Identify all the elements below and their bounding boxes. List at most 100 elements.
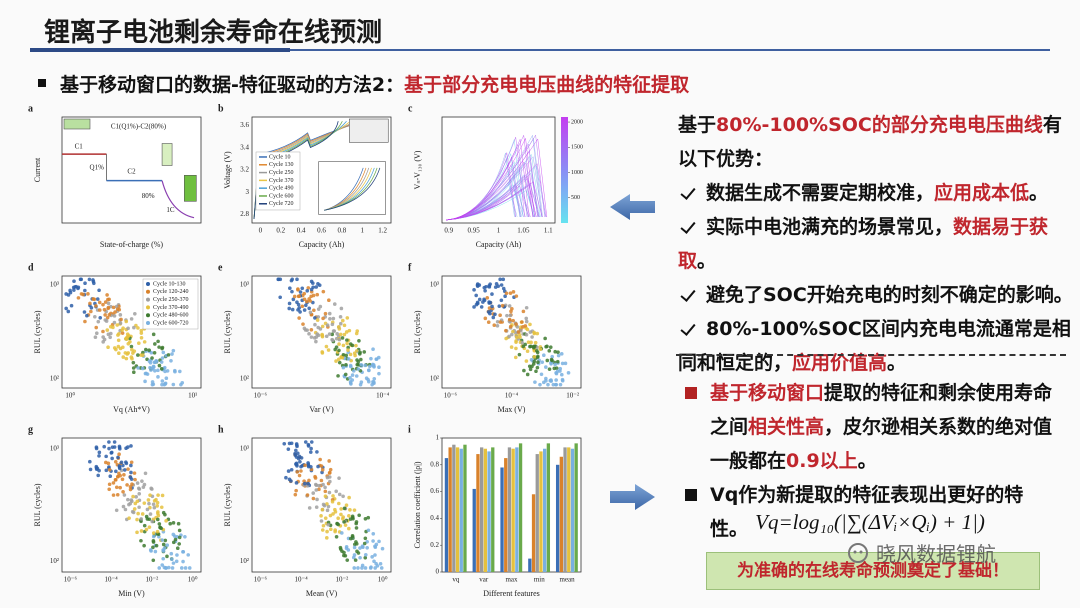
scatter-point: [282, 441, 287, 446]
scatter-point: [317, 487, 321, 492]
scatter-point: [529, 340, 533, 345]
scatter-point: [151, 534, 156, 539]
scatter-point: [508, 313, 513, 318]
schematic-label: 80%: [142, 192, 155, 200]
scatter-point: [161, 510, 166, 515]
scatter-point: [337, 348, 341, 353]
scatter-point: [325, 529, 329, 534]
scatter-point: [124, 356, 129, 361]
scatter-point: [498, 320, 503, 324]
scatter-point: [161, 556, 165, 561]
scatter-point: [287, 301, 292, 306]
legend-swatch: [146, 313, 150, 318]
scatter-point: [341, 353, 346, 357]
advantage-item: 避免了SOC开始充电的时刻不确定的影响。: [678, 278, 1074, 312]
scatter-point: [96, 473, 100, 478]
colorbar-tick-label: 1500: [571, 145, 583, 151]
scatter-point: [327, 471, 332, 475]
bar: [476, 454, 480, 572]
y-axis-label: Vₙ-V₁₃₀ (V): [413, 150, 422, 189]
scatter-point: [139, 538, 143, 543]
y-tick-label: 10³: [50, 444, 59, 452]
section-heading: 基于移动窗口的数据-特征驱动的方法2：基于部分充电电压曲线的特征提取: [36, 70, 689, 97]
scatter-point: [380, 546, 385, 551]
scatter-point: [341, 365, 346, 370]
scatter-point: [346, 357, 351, 361]
scatter-point: [323, 485, 327, 490]
scatter-point: [303, 440, 308, 444]
highlight-text: 应用价值高: [792, 352, 888, 374]
scatter-point: [302, 326, 307, 331]
scatter-point: [83, 319, 87, 324]
scatter-point: [529, 344, 533, 349]
scatter-point: [365, 545, 369, 550]
scatter-point: [511, 329, 515, 334]
scatter-point: [288, 286, 292, 291]
scatter-point: [305, 299, 309, 304]
scatter-point: [321, 482, 325, 487]
scatter-point: [313, 322, 317, 327]
scatter-point: [328, 317, 332, 321]
scatter-point: [153, 368, 157, 373]
scatter-point: [538, 347, 543, 351]
scatter-point: [287, 306, 292, 311]
scatter-point: [326, 522, 331, 527]
panel-letter: c: [408, 103, 413, 114]
scatter-point: [136, 486, 141, 491]
scatter-point: [340, 531, 344, 535]
scatter-point: [107, 446, 111, 451]
scatter-point: [124, 319, 129, 324]
scatter-point: [345, 341, 349, 346]
scatter-point: [358, 555, 362, 560]
scatter-point: [327, 332, 332, 336]
scatter-point: [331, 512, 335, 516]
scatter-point: [487, 284, 491, 288]
scatter-point: [371, 532, 376, 536]
scatter-point: [177, 535, 182, 540]
scatter-point: [336, 516, 340, 521]
scatter-point: [150, 519, 154, 524]
scatter-point: [93, 314, 97, 319]
bar: [528, 558, 532, 572]
scatter-point: [163, 382, 168, 386]
scatter-point: [152, 498, 157, 503]
scatter-point: [532, 330, 536, 335]
x-tick-label: 1.1: [544, 227, 553, 235]
scatter-point: [111, 481, 116, 485]
y-tick-label: 3.2: [240, 166, 249, 174]
scatter-point: [127, 516, 131, 520]
scatter-point: [328, 513, 333, 518]
colorbar-tick-label: 1000: [571, 170, 583, 176]
x-tick-label: 10⁰: [65, 392, 75, 400]
scatter-point: [373, 553, 377, 557]
scatter-point: [560, 372, 564, 377]
scatter-point: [97, 308, 102, 312]
scatter-point: [370, 555, 374, 559]
scatter-point: [309, 446, 313, 451]
x-tick-label: 10⁻⁴: [376, 392, 390, 400]
scatter-point: [155, 504, 160, 508]
scatter-point: [315, 332, 319, 336]
scatter-point: [114, 469, 118, 474]
scatter-point: [107, 465, 111, 469]
scatter-point: [177, 528, 182, 533]
scatter-point: [526, 340, 531, 345]
scatter-point: [156, 368, 160, 373]
scatter-point: [366, 515, 371, 520]
scatter-point: [330, 322, 335, 327]
bar: [452, 444, 456, 572]
scatter-point: [150, 356, 154, 360]
x-tick-label: 0: [259, 227, 263, 235]
scatter-point: [151, 539, 156, 543]
scatter-point: [335, 332, 339, 336]
scatter-point: [560, 377, 565, 382]
scatter-point: [349, 536, 353, 541]
scatter-point: [113, 478, 118, 482]
scatter-point: [324, 536, 329, 540]
scatter-point: [328, 467, 333, 472]
scatter-point: [139, 335, 144, 340]
scatter-point: [504, 291, 509, 296]
scatter-point: [71, 285, 76, 290]
scatter-point: [308, 299, 313, 303]
scatter-point: [163, 566, 168, 570]
